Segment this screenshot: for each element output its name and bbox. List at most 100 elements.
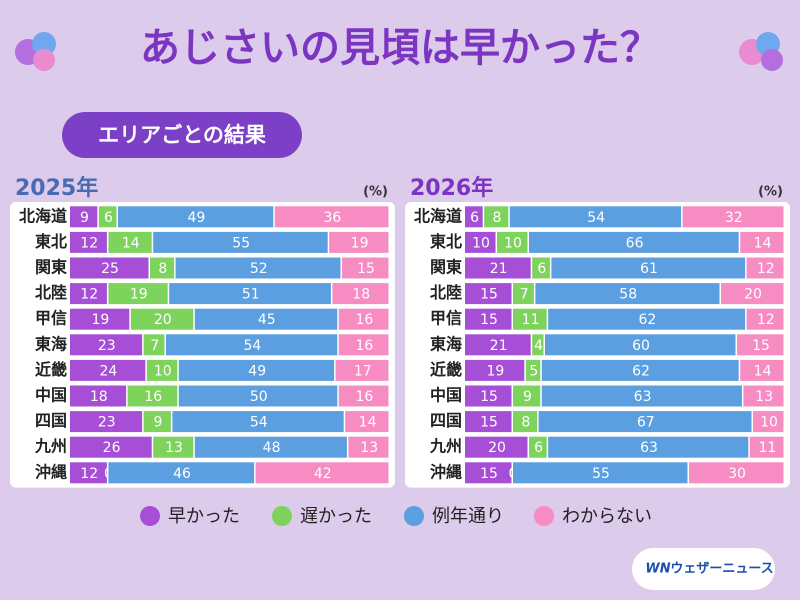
- category-label: 東海: [35, 334, 67, 353]
- value-label: 54: [250, 415, 268, 431]
- subtitle-badge: [62, 112, 302, 158]
- bar-segment: [465, 257, 531, 279]
- value-label: 10: [504, 235, 522, 251]
- category-label: 中国: [430, 386, 462, 405]
- bar-segment: [70, 231, 107, 253]
- value-label: 30: [728, 466, 746, 482]
- category-label: 甲信: [35, 309, 67, 328]
- bar-segment: [70, 436, 152, 458]
- value-label: 20: [744, 287, 762, 303]
- value-label: 16: [355, 312, 373, 328]
- bar-segment: [746, 308, 784, 330]
- bar-segment: [749, 436, 784, 458]
- value-label: 50: [250, 389, 268, 405]
- bar-segment: [169, 283, 331, 305]
- bar-segment: [535, 283, 720, 305]
- bar-segment: [143, 411, 171, 433]
- value-label: 6: [537, 261, 546, 277]
- category-label: 中国: [35, 386, 67, 405]
- value-label: 5: [529, 363, 538, 379]
- bar-segment: [130, 308, 194, 330]
- value-label: 4: [534, 338, 543, 354]
- bar-segment: [338, 334, 389, 356]
- hydrangea-right: [739, 32, 783, 71]
- category-label: 北海道: [19, 206, 67, 225]
- value-label: 16: [355, 389, 373, 405]
- brand-mark: WN: [645, 562, 670, 577]
- value-label: 19: [486, 363, 504, 379]
- value-label: 52: [250, 261, 268, 277]
- value-label: 46: [173, 466, 191, 482]
- bar-segment: [335, 359, 389, 381]
- value-label: 9: [523, 389, 532, 405]
- bar-segment: [465, 411, 512, 433]
- bar-segment: [484, 206, 509, 228]
- bar-segment: [525, 359, 541, 381]
- bar-segment: [342, 257, 389, 279]
- bar-segment: [538, 411, 752, 433]
- value-label: 21: [490, 261, 508, 277]
- title: あじさいの見頃は早かった？: [140, 25, 660, 71]
- value-label: 15: [480, 389, 498, 405]
- category-label: 四国: [35, 411, 67, 430]
- value-label: 55: [232, 235, 250, 251]
- value-label: 8: [158, 261, 167, 277]
- category-label: 九州: [429, 437, 462, 456]
- category-label: 東海: [430, 334, 462, 353]
- bar-segment: [178, 359, 335, 381]
- value-label: 6: [534, 440, 543, 456]
- value-label: 14: [754, 363, 772, 379]
- bar-segment: [127, 385, 178, 407]
- bar-segment: [194, 436, 347, 458]
- value-label: 23: [98, 338, 116, 354]
- value-label: 8: [493, 210, 502, 226]
- value-label: 15: [357, 261, 375, 277]
- value-label: 18: [90, 389, 108, 405]
- value-label: 42: [314, 466, 332, 482]
- value-label: 12: [80, 466, 98, 482]
- value-label: 10: [760, 415, 778, 431]
- value-label: 15: [752, 338, 770, 354]
- bar-segment: [465, 385, 512, 407]
- value-label: 49: [187, 210, 205, 226]
- value-label: 11: [522, 312, 540, 328]
- bar-segment: [497, 231, 528, 253]
- category-label: 近畿: [430, 360, 462, 379]
- category-label: 沖縄: [430, 462, 462, 481]
- category-label: 甲信: [430, 309, 462, 328]
- bar-segment: [274, 206, 389, 228]
- bar-segment: [465, 359, 525, 381]
- value-label: 49: [248, 363, 266, 379]
- legend-label: 例年通り: [432, 506, 504, 527]
- value-label: 45: [258, 312, 276, 328]
- bar-segment: [108, 231, 152, 253]
- value-label: 14: [122, 235, 140, 251]
- bar-segment: [689, 462, 784, 484]
- bar-segment: [551, 257, 746, 279]
- legend-label: 早かった: [168, 506, 240, 527]
- value-label: 7: [150, 338, 159, 354]
- value-label: 15: [480, 287, 498, 303]
- bar-segment: [532, 334, 544, 356]
- value-label: 13: [360, 440, 378, 456]
- value-label: 26: [103, 440, 121, 456]
- brand-name: ウェザーニュース: [670, 562, 773, 577]
- bar-segment: [740, 231, 784, 253]
- legend-swatch: [534, 506, 554, 526]
- bar-segment: [465, 231, 496, 253]
- value-label: 8: [521, 415, 530, 431]
- value-label: 66: [626, 235, 644, 251]
- bar-segment: [513, 462, 688, 484]
- category-label: 沖縄: [35, 462, 67, 481]
- bar-segment: [465, 334, 531, 356]
- bar-segment: [70, 334, 143, 356]
- bar-segment: [465, 462, 512, 484]
- category-label: 北海道: [414, 206, 462, 225]
- value-label: 32: [725, 210, 743, 226]
- bar-segment: [548, 436, 749, 458]
- value-label: 14: [754, 235, 772, 251]
- bar-segment: [532, 257, 550, 279]
- bar-segment: [541, 359, 739, 381]
- bar-segment: [150, 257, 175, 279]
- bar-segment: [108, 283, 168, 305]
